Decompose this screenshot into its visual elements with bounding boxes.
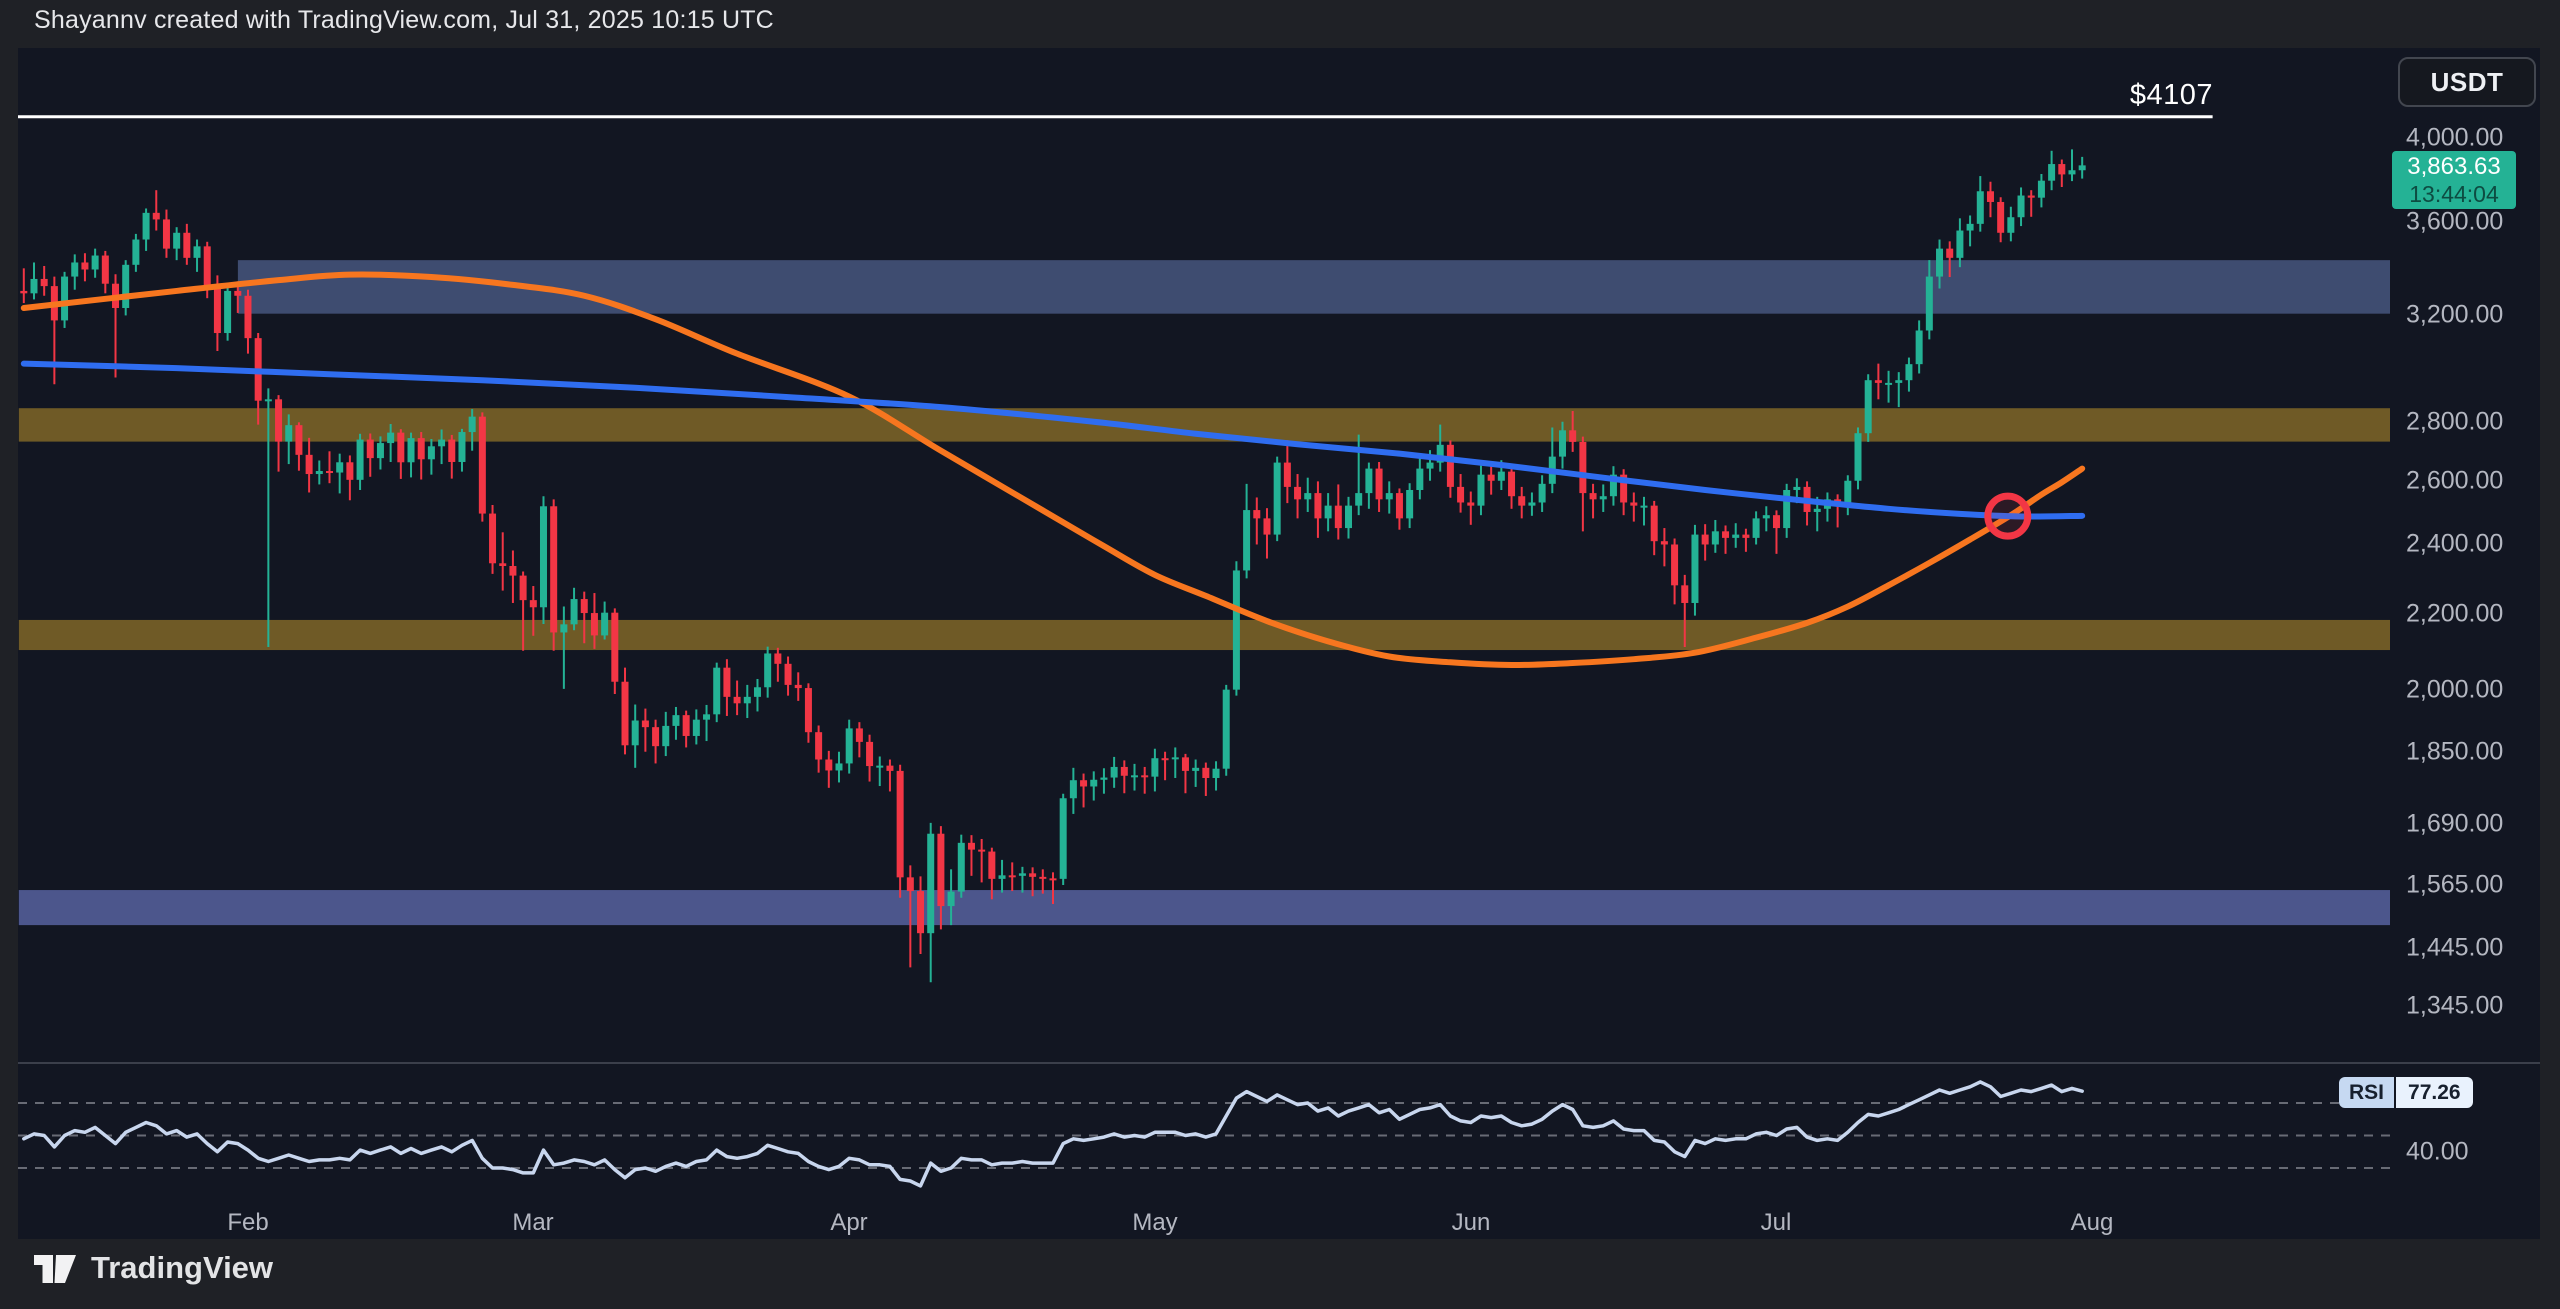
price-tick-label: 2,000.00 bbox=[2406, 675, 2504, 704]
rsi-label: RSI bbox=[2339, 1077, 2395, 1108]
price-tick-label: 1,850.00 bbox=[2406, 737, 2504, 766]
price-tick-label: 3,200.00 bbox=[2406, 300, 2504, 329]
price-tick-label: 2,200.00 bbox=[2406, 599, 2504, 628]
time-axis-label: Feb bbox=[227, 1209, 269, 1236]
time-axis-label: Jun bbox=[1451, 1209, 1491, 1236]
last-price-badge: 3,863.63 13:44:04 bbox=[2392, 151, 2516, 209]
ma-200-line bbox=[20, 360, 2086, 520]
golden-cross-circle[interactable] bbox=[1984, 492, 2032, 540]
price-tick-label: 2,400.00 bbox=[2406, 529, 2504, 558]
rsi-line bbox=[22, 1080, 2084, 1188]
price-line-label[interactable]: $4107 bbox=[2129, 79, 2213, 111]
zone-resistance-blue bbox=[237, 260, 2390, 314]
price-tick-label: 3,600.00 bbox=[2406, 207, 2504, 236]
rsi-value: 77.26 bbox=[2394, 1077, 2473, 1108]
bar-countdown: 13:44:04 bbox=[2409, 181, 2499, 207]
tradingview-glyph-icon bbox=[34, 1255, 76, 1283]
quote-currency-label: USDT bbox=[2430, 66, 2504, 97]
rsi-value-badge: RSI 77.26 bbox=[2339, 1077, 2473, 1108]
price-tick-label: 1,690.00 bbox=[2406, 809, 2504, 838]
time-axis-label: Apr bbox=[830, 1209, 868, 1236]
price-tick-label: 1,565.00 bbox=[2406, 870, 2504, 899]
quote-currency-button[interactable]: USDT bbox=[2398, 57, 2536, 107]
price-tick-label: 2,800.00 bbox=[2406, 407, 2504, 436]
time-axis-label: May bbox=[1132, 1209, 1178, 1236]
attribution-text: Shayannv created with TradingView.com, J… bbox=[34, 6, 774, 34]
rsi-tick-label: 40.00 bbox=[2406, 1137, 2469, 1166]
ma-50-line bbox=[20, 271, 2086, 668]
price-tick-label: 1,445.00 bbox=[2406, 933, 2504, 962]
price-tick-label: 1,345.00 bbox=[2406, 991, 2504, 1020]
price-tick-label: 4,000.00 bbox=[2406, 123, 2504, 152]
zone-support-purple bbox=[18, 890, 2390, 926]
time-axis-label: Mar bbox=[512, 1209, 554, 1236]
last-price-value: 3,863.63 bbox=[2407, 153, 2501, 180]
price-tick-label: 2,600.00 bbox=[2406, 466, 2504, 495]
candles-down bbox=[20, 159, 2066, 968]
tradingview-wordmark: TradingView bbox=[91, 1250, 274, 1285]
time-axis-label: Jul bbox=[1760, 1209, 1792, 1236]
tradingview-logo[interactable]: TradingView bbox=[32, 1247, 273, 1289]
time-axis-label: Aug bbox=[2070, 1209, 2114, 1236]
zone-support-brown-lower bbox=[18, 619, 2390, 651]
